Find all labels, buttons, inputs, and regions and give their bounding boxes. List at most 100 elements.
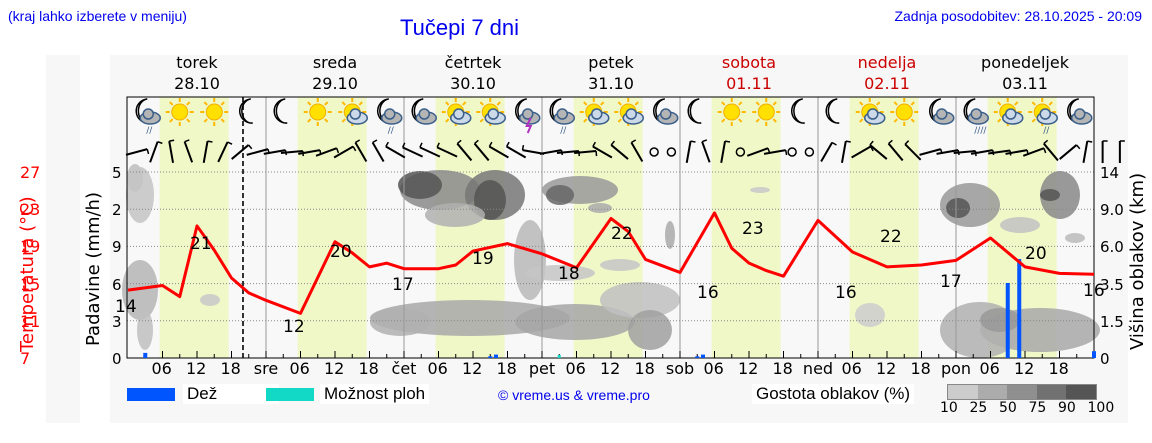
moon-icon xyxy=(273,98,288,124)
location-hint: (kraj lahko izberete v meniju) xyxy=(8,8,187,24)
density-tick: 90 xyxy=(1058,400,1076,416)
last-update: Zadnja posodobitev: 28.10.2025 - 20:09 xyxy=(894,8,1142,24)
day-name: četrtek xyxy=(444,53,502,72)
wind-barb-icon xyxy=(820,141,833,163)
hour-tick: 18 xyxy=(634,359,655,378)
sun-icon xyxy=(717,98,746,126)
copyright-link[interactable]: © vreme.us & vreme.pro xyxy=(498,387,650,403)
temperature-tick: 7 xyxy=(20,349,31,368)
day-date: 31.10 xyxy=(588,74,634,93)
hour-tick: 06 xyxy=(151,359,172,378)
precipitation-tick: 5 xyxy=(112,164,122,182)
cloud-density-blobs xyxy=(122,164,1100,358)
day-date: 28.10 xyxy=(174,74,220,93)
density-tick: 100 xyxy=(1087,400,1115,416)
temperature-tick: 15 xyxy=(20,274,41,294)
wind-barb-icon xyxy=(701,141,711,163)
wind-barb-icon xyxy=(610,144,629,160)
hour-tick: 12 xyxy=(600,359,621,378)
hour-tick: 18 xyxy=(496,359,517,378)
hour-tick: 12 xyxy=(876,359,897,378)
day-header-nedelja: nedelja 02.11 xyxy=(818,52,956,94)
wind-barb-icon xyxy=(953,150,976,154)
wind-barb-icon xyxy=(385,145,406,159)
day-date: 03.11 xyxy=(1002,74,1048,93)
wind-barb-icon xyxy=(746,147,769,157)
density-tick: 75 xyxy=(1028,400,1047,416)
hour-tick: 06 xyxy=(841,359,862,378)
wind-barb-icon xyxy=(246,148,269,156)
day-name: petek xyxy=(588,53,634,72)
temperature-axis-panel xyxy=(46,55,80,423)
precipitation-tick: 9 xyxy=(112,238,122,257)
precipitation-tick: 6 xyxy=(112,275,122,294)
calm-wind-icon xyxy=(787,147,797,157)
wind-barb-icon xyxy=(183,141,194,163)
wind-barb-icon xyxy=(202,140,209,164)
wind-barb-icon xyxy=(763,149,786,155)
temperature-value-label: 21 xyxy=(190,234,212,254)
sun-cloud-icon xyxy=(614,98,644,126)
hour-tick: 06 xyxy=(979,359,1000,378)
day-abbr-tick: pet xyxy=(528,359,556,378)
wind-barb-icon xyxy=(506,145,527,159)
wind-barbs-row xyxy=(125,139,1125,164)
day-name: nedelja xyxy=(857,53,917,72)
temperature-value-label: 18 xyxy=(558,264,580,284)
temperature-line xyxy=(127,211,1095,315)
wind-barb-icon xyxy=(1082,140,1089,164)
temperature-value-label: 22 xyxy=(880,227,902,247)
sun-cloud-icon xyxy=(338,98,368,126)
sun-icon xyxy=(303,98,332,126)
showers-legend-swatch xyxy=(266,388,314,401)
precipitation-tick: 3 xyxy=(112,312,122,331)
wind-barb-icon xyxy=(280,150,303,154)
temperature-value-label: 16 xyxy=(697,283,719,303)
rain-legend-swatch xyxy=(127,388,175,401)
day-abbr-tick: sob xyxy=(665,359,695,378)
hour-tick: 12 xyxy=(186,359,207,378)
showers-legend-label: Možnost ploh xyxy=(320,384,430,404)
temperature-tick: 11 xyxy=(20,311,41,331)
hour-tick: 06 xyxy=(427,359,448,378)
day-abbr-tick: ned xyxy=(802,359,834,378)
cloud-height-tick: 3.5 xyxy=(1100,275,1124,294)
day-abbr-tick: sre xyxy=(253,359,279,378)
day-date: 30.10 xyxy=(450,74,496,93)
sun-cloud-icon xyxy=(441,98,472,126)
day-name: sreda xyxy=(312,53,358,72)
day-header-ponedeljek: ponedeljek 03.11 xyxy=(956,52,1094,94)
wind-barb-icon xyxy=(298,149,321,155)
calm-wind-icon xyxy=(666,147,677,157)
wind-barb-icon xyxy=(685,140,692,164)
day-header-petek: petek 31.10 xyxy=(542,52,680,94)
temperature-tick: 19 xyxy=(20,237,41,257)
density-swatch xyxy=(1036,385,1067,399)
wind-barb-icon xyxy=(904,143,922,161)
hour-tick: 12 xyxy=(1014,359,1035,378)
svg-text:////: //// xyxy=(974,126,987,136)
density-tick: 25 xyxy=(969,400,988,416)
day-name: sobota xyxy=(721,53,777,72)
sun-cloud-rain-icon: // xyxy=(1028,98,1058,136)
moon-cloud-icon xyxy=(1067,98,1093,125)
sun-icon xyxy=(752,98,781,126)
day-abbr-tick: pon xyxy=(940,359,972,378)
cloud-height-tick: 0 xyxy=(1100,350,1110,368)
sun-icon xyxy=(890,98,919,126)
moon-cloud-thunder-icon xyxy=(515,98,541,134)
calm-wind-icon xyxy=(735,147,746,157)
moon-cloud-icon xyxy=(653,98,679,125)
wind-barb-icon xyxy=(1022,147,1045,157)
wind-barb-icon xyxy=(125,148,148,156)
density-swatch xyxy=(1007,385,1037,399)
hour-tick: 06 xyxy=(289,359,310,378)
wind-barb-icon xyxy=(1059,144,1078,160)
temperature-tick: 23 xyxy=(20,200,41,220)
hour-tick: 18 xyxy=(220,359,241,378)
day-header-sreda: sreda 29.10 xyxy=(266,52,404,94)
density-tick: 50 xyxy=(999,400,1017,416)
wind-barb-icon xyxy=(630,141,644,163)
cloud-height-tick: 6.0 xyxy=(1100,238,1124,257)
